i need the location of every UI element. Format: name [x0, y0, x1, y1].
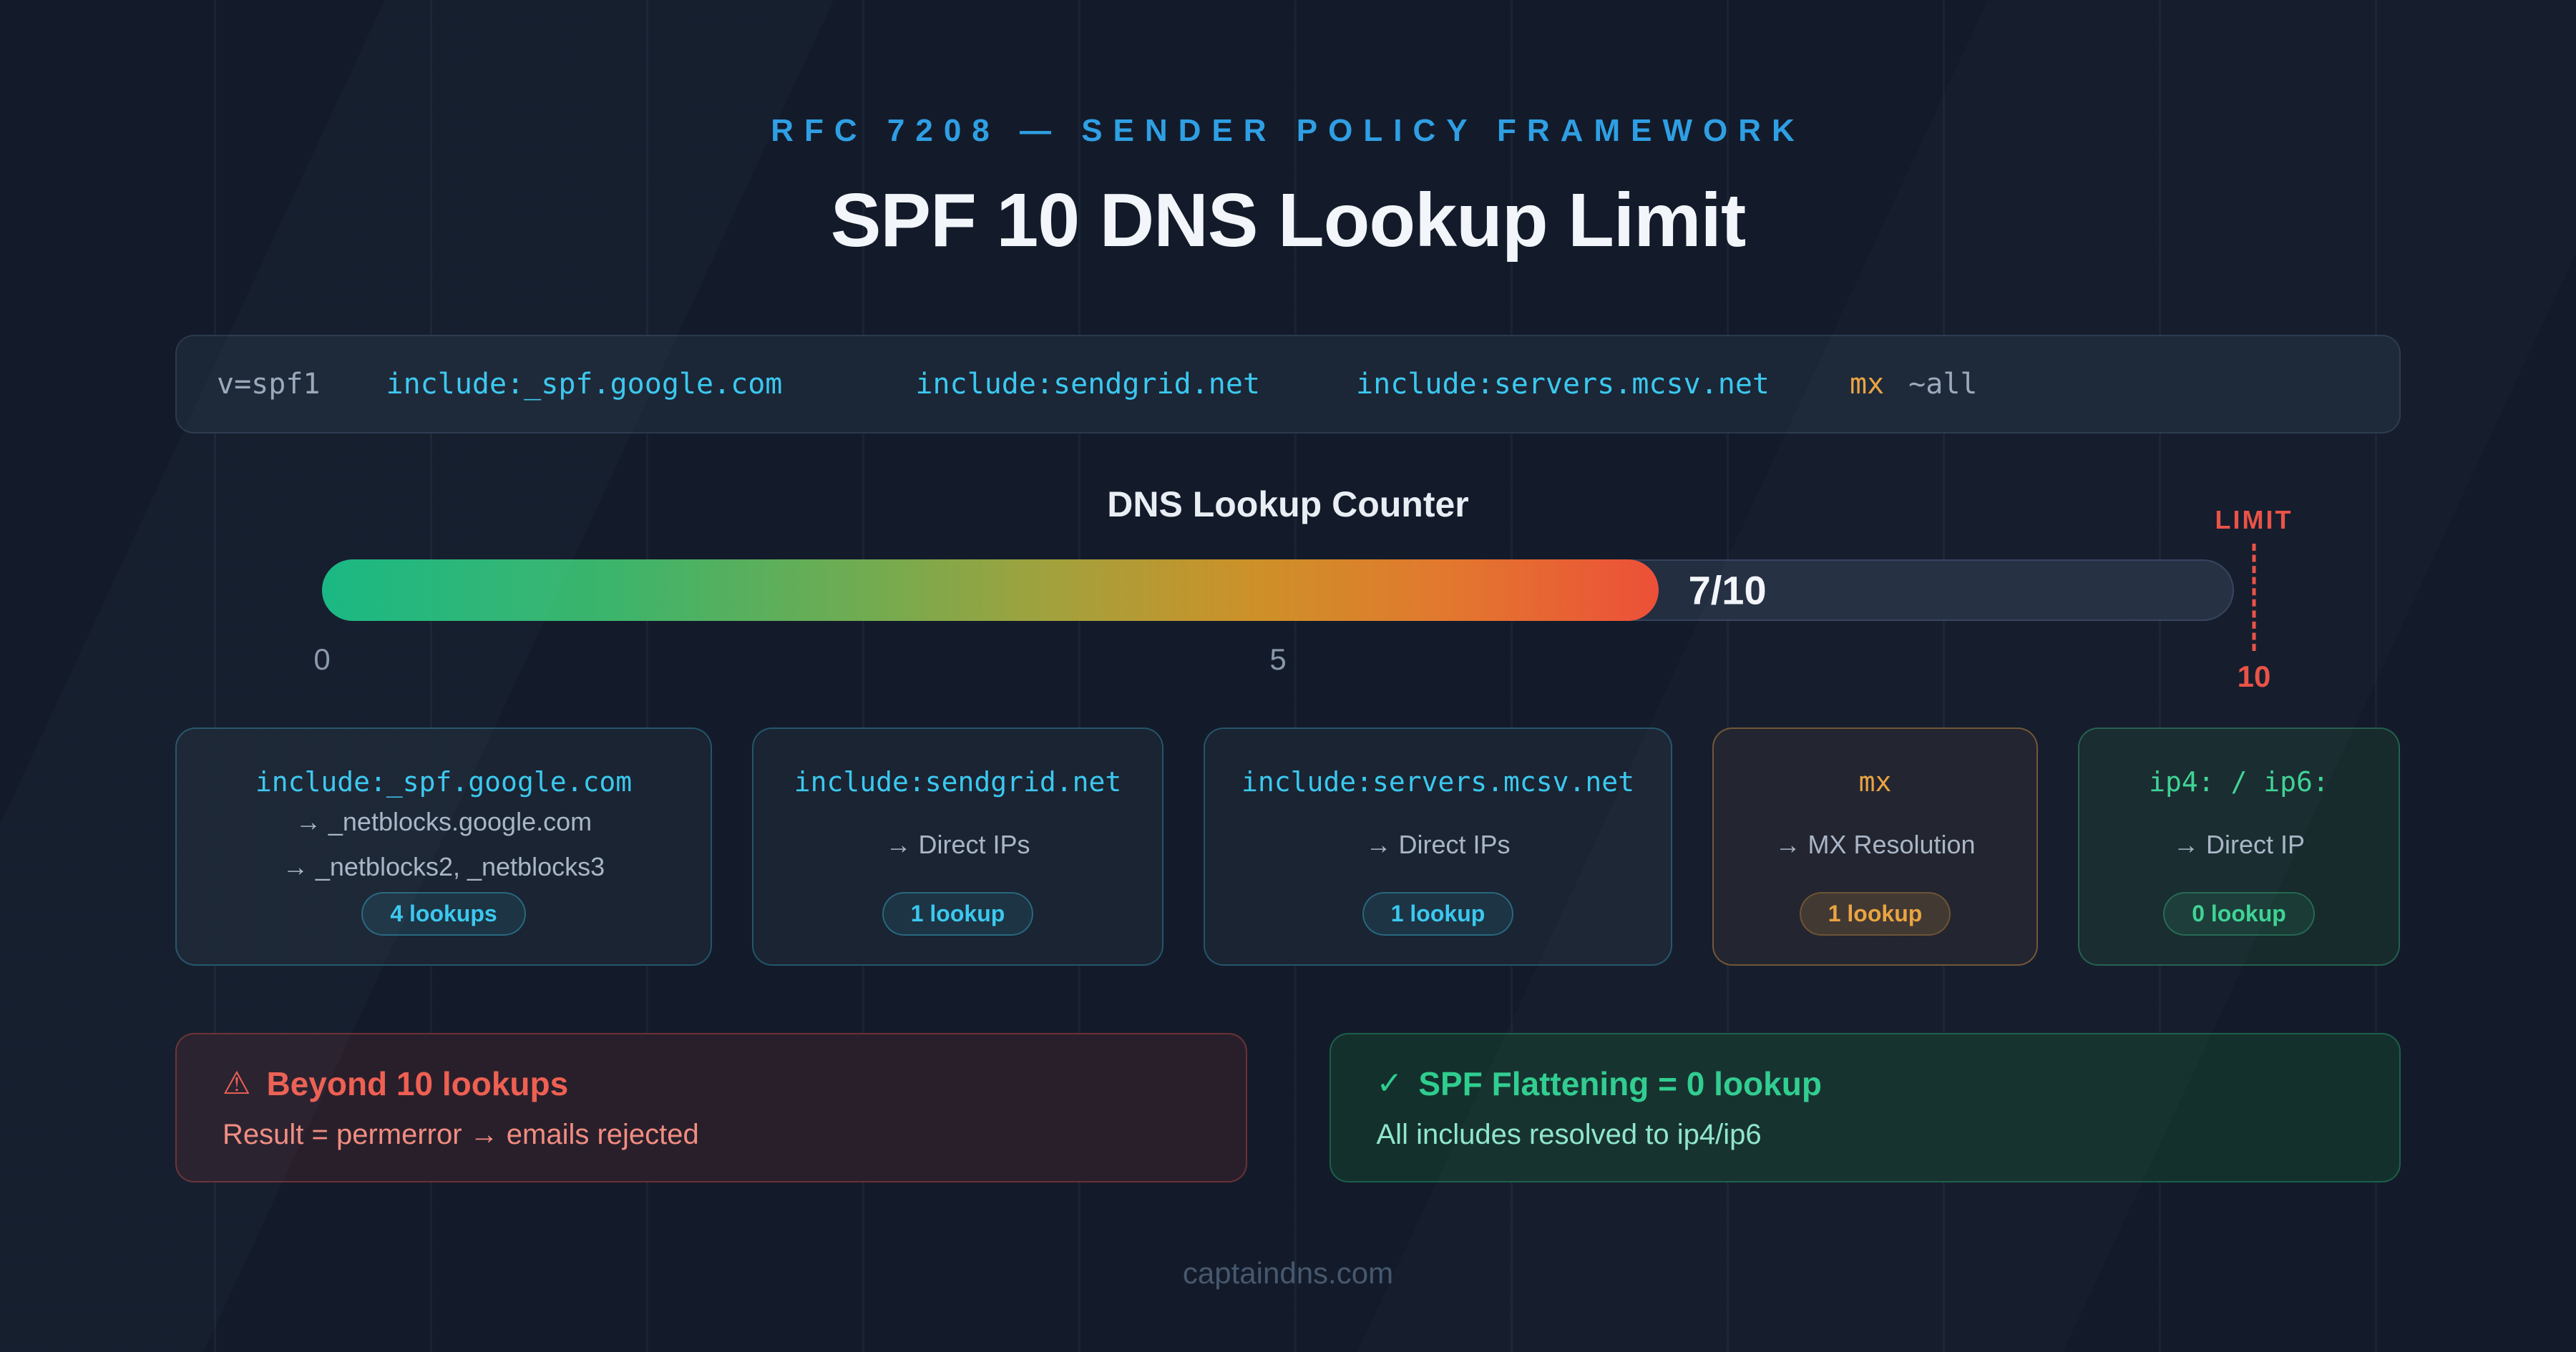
card-resolve-line: → MX Resolution [1775, 829, 1976, 859]
lookup-counter: 7/10 0 5 LIMIT 10 [313, 505, 2290, 693]
tick-5: 5 [1269, 642, 1287, 676]
alert-danger: ⚠ Beyond 10 lookups Result = permerror →… [175, 1033, 1247, 1182]
spf-token-include-google: include:_spf.google.com [386, 368, 783, 401]
counter-value: 7/10 [1688, 567, 1767, 613]
card-include-google: include:_spf.google.com → _netblocks.goo… [175, 728, 712, 966]
alert-row: ⚠ Beyond 10 lookups Result = permerror →… [175, 1033, 2401, 1182]
card-resolve-lines: → Direct IPs [885, 828, 1030, 863]
tick-0: 0 [313, 642, 331, 676]
mechanism-cards: include:_spf.google.com → _netblocks.goo… [175, 728, 2401, 966]
alert-danger-title-row: ⚠ Beyond 10 lookups [223, 1064, 1200, 1103]
card-resolve-line: → _netblocks.google.com [295, 807, 592, 837]
card-mx: mx → MX Resolution 1 lookup [1712, 728, 2038, 966]
header-kicker: RFC 7208 — SENDER POLICY FRAMEWORK [771, 113, 1805, 148]
warning-icon: ⚠ [223, 1066, 251, 1101]
counter-track: 7/10 [322, 559, 2234, 621]
card-include-mcsv: include:servers.mcsv.net → Direct IPs 1 … [1204, 728, 1672, 966]
lookup-badge: 4 lookups [361, 892, 526, 936]
card-resolve-lines: → Direct IPs [1365, 828, 1510, 863]
limit-dashed-line [2252, 544, 2256, 651]
limit-label: LIMIT [2215, 505, 2293, 534]
alert-danger-title: Beyond 10 lookups [266, 1065, 569, 1102]
card-resolve-lines: → _netblocks.google.com → _netblocks2, _… [283, 805, 605, 884]
limit-marker: LIMIT 10 [2215, 505, 2293, 694]
spf-token-version: v=spf1 [217, 368, 321, 401]
alert-success-title: SPF Flattening = 0 lookup [1418, 1065, 1822, 1102]
card-title: include:_spf.google.com [255, 766, 633, 798]
check-icon: ✓ [1376, 1066, 1403, 1101]
card-resolve-lines: → Direct IP [2173, 828, 2305, 863]
page-title: SPF 10 DNS Lookup Limit [830, 178, 1747, 263]
card-resolve-lines: → MX Resolution [1775, 828, 1975, 863]
spf-record-bar: v=spf1 include:_spf.google.com include:s… [175, 335, 2401, 433]
spf-token-include-mcsv: include:servers.mcsv.net [1356, 368, 1770, 401]
lookup-badge: 1 lookup [1362, 892, 1514, 936]
spf-token-all: ~all [1908, 368, 1978, 401]
counter-fill [322, 559, 1659, 621]
card-resolve-line: → Direct IPs [885, 829, 1030, 859]
card-include-sendgrid: include:sendgrid.net → Direct IPs 1 look… [752, 728, 1163, 966]
card-title: include:sendgrid.net [794, 766, 1122, 798]
tick-10: 10 [2237, 660, 2271, 693]
card-title: ip4: / ip6: [2149, 766, 2329, 798]
card-title: mx [1858, 766, 1892, 798]
lookup-badge: 1 lookup [1799, 892, 1951, 936]
counter-title: DNS Lookup Counter [1107, 484, 1469, 524]
alert-success-body: All includes resolved to ip4/ip6 [1376, 1119, 1762, 1150]
alert-success: ✓ SPF Flattening = 0 lookup All includes… [1329, 1033, 2401, 1182]
card-ip: ip4: / ip6: → Direct IP 0 lookup [2078, 728, 2400, 966]
spf-token-include-sendgrid: include:sendgrid.net [915, 368, 1261, 401]
card-title: include:servers.mcsv.net [1241, 766, 1635, 798]
spf-token-mx: mx [1850, 368, 1885, 401]
lookup-badge: 1 lookup [882, 892, 1034, 936]
card-resolve-line: → Direct IP [2172, 829, 2306, 859]
alert-danger-body: Result = permerror → emails rejected [223, 1119, 699, 1150]
footer-site: captaindns.com [1182, 1256, 1394, 1290]
card-resolve-line: → _netblocks2, _netblocks3 [282, 852, 605, 881]
alert-success-title-row: ✓ SPF Flattening = 0 lookup [1377, 1064, 2354, 1103]
card-resolve-line: → Direct IPs [1365, 829, 1511, 859]
lookup-badge: 0 lookup [2163, 892, 2315, 936]
